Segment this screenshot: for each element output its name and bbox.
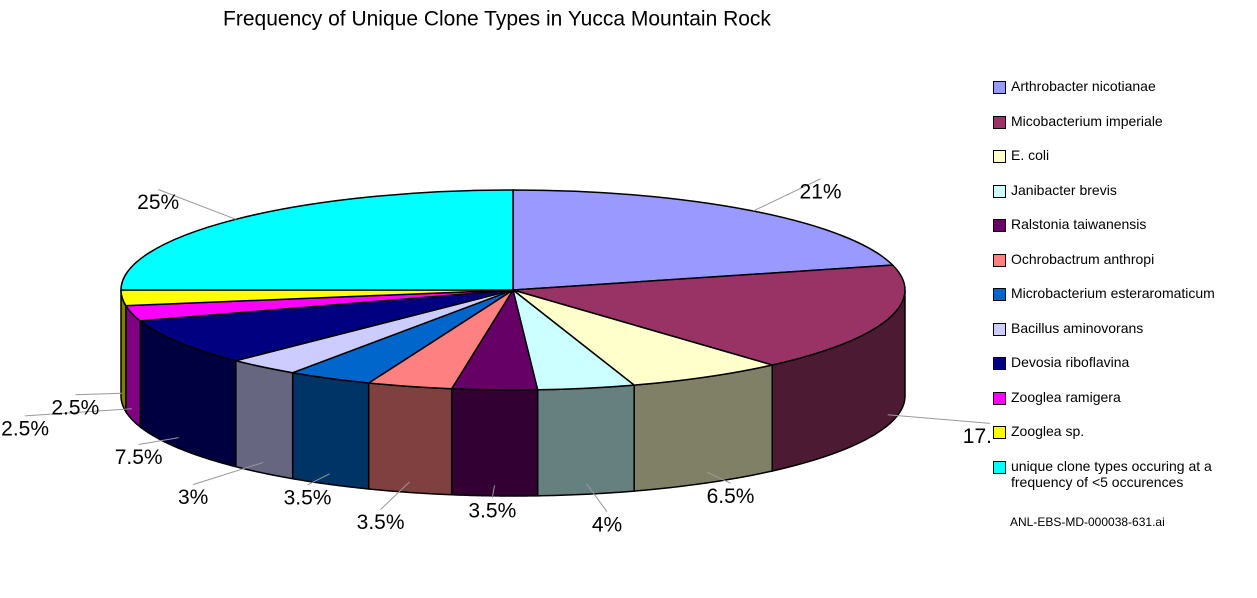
legend-label: Zooglea sp.: [1011, 423, 1085, 439]
legend-item: Zooglea ramigera: [993, 389, 1255, 424]
legend-swatch: [993, 150, 1006, 163]
slice: [138, 289, 514, 362]
slice-side: [291, 371, 370, 490]
data-label: 2.5%: [51, 396, 99, 419]
leader-line: [887, 414, 990, 424]
data-label: 3.5%: [284, 487, 332, 510]
legend-item: unique clone types occuring at a frequen…: [993, 458, 1255, 493]
legend-swatch: [993, 81, 1006, 94]
leader-line: [586, 483, 608, 513]
legend-swatch: [993, 219, 1006, 232]
slice: [512, 289, 773, 386]
legend-label: E. coli: [1011, 147, 1050, 163]
legend-label: Micobacterium imperiale: [1011, 112, 1163, 129]
legend: Arthrobacter nicotianae Micobacterium imp…: [993, 78, 1255, 492]
data-label: 3.5%: [468, 499, 516, 522]
footnote: ANL-EBS-MD-000038-631.ai: [1010, 515, 1165, 529]
slice-side: [450, 387, 539, 497]
leader-line: [307, 473, 330, 486]
legend-label: unique clone types occuring at a frequen…: [1011, 457, 1212, 490]
data-label: 21%: [800, 180, 842, 203]
chart: Frequency of Unique Clone Types in Yucca…: [1, 8, 990, 536]
legend-item: Arthrobacter nicotianae: [993, 78, 1255, 113]
legend-label: Microbacterium esteraromaticum: [1011, 285, 1215, 301]
legend-item: Devosia riboflavina: [993, 354, 1255, 389]
slice-side: [235, 359, 294, 480]
legend-swatch: [993, 460, 1006, 474]
legend-label: Ochrobactrum anthropi: [1011, 250, 1155, 267]
legend-item: Ralstonia taiwanensis: [993, 216, 1255, 251]
legend-label: Zooglea ramigera: [1011, 388, 1121, 405]
data-label: 4%: [592, 513, 622, 536]
slice: [120, 189, 514, 291]
legend-label: Bacillus aminovorans: [1011, 319, 1144, 336]
legend-swatch: [993, 426, 1006, 439]
leader-line: [75, 392, 123, 396]
legend-item: Janibacter brevis: [993, 182, 1255, 217]
data-label: 17.5%: [963, 425, 990, 448]
data-label: 6.5%: [707, 485, 755, 508]
legend-item: E. coli: [993, 147, 1255, 182]
slice: [512, 264, 906, 366]
legend-swatch: [993, 115, 1006, 129]
leader-line: [138, 437, 179, 446]
legend-item: Bacillus aminovorans: [993, 320, 1255, 355]
legend-label: Arthrobacter nicotianae: [1011, 78, 1156, 94]
data-label: 3%: [178, 486, 208, 509]
chart-title: Frequency of Unique Clone Types in Yucca…: [223, 8, 771, 31]
data-label: 3.5%: [357, 511, 405, 534]
legend-label: Janibacter brevis: [1011, 181, 1117, 198]
legend-item: Zooglea sp.: [993, 423, 1255, 458]
leader-line: [380, 481, 410, 510]
slice-side: [367, 382, 453, 496]
leader-line: [25, 408, 132, 417]
legend-swatch: [993, 253, 1006, 267]
data-label: 25%: [137, 191, 179, 214]
legend-label: Ralstonia taiwanensis: [1011, 216, 1147, 232]
legend-swatch: [993, 288, 1006, 301]
legend-label: Devosia riboflavina: [1011, 354, 1130, 370]
leader-line: [491, 485, 496, 498]
data-label: 2.5%: [1, 417, 49, 440]
leader-line: [193, 461, 264, 486]
data-label: 7.5%: [115, 446, 163, 469]
legend-swatch: [993, 184, 1006, 198]
leader-line: [707, 471, 731, 484]
leader-line: [158, 189, 236, 220]
leader-line: [753, 178, 821, 212]
slice-side: [536, 384, 635, 497]
legend-item: Ochrobactrum anthropi: [993, 251, 1255, 286]
legend-item: Micobacterium imperiale: [993, 113, 1255, 148]
legend-swatch: [993, 391, 1006, 405]
legend-item: Microbacterium esteraromaticum: [993, 285, 1255, 320]
legend-swatch: [993, 357, 1006, 370]
legend-swatch: [993, 322, 1006, 336]
